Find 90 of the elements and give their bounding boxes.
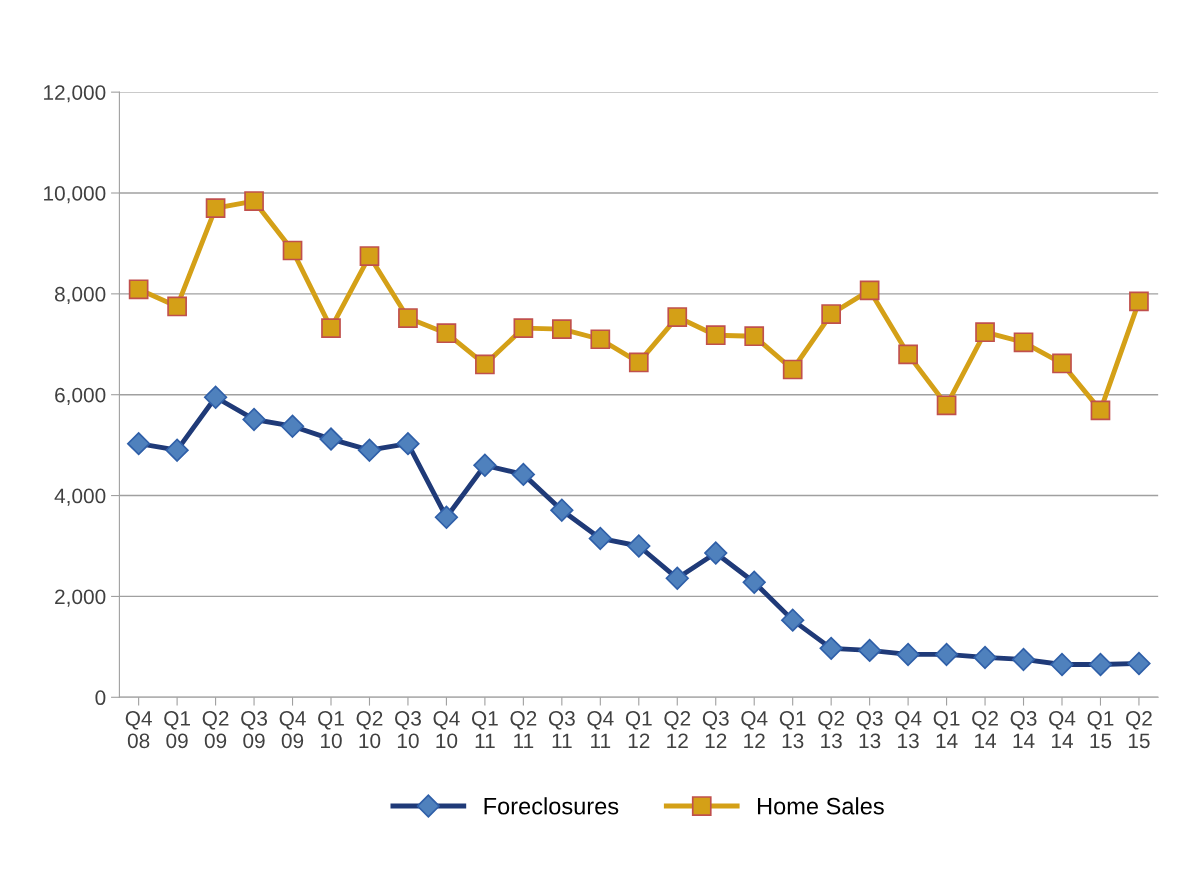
point — [819, 636, 843, 661]
x-tick-label: Q4 11 — [587, 711, 614, 749]
point — [319, 427, 343, 451]
x-tick-label: Q3 13 — [856, 711, 883, 749]
x-tick-label: Q2 13 — [818, 711, 845, 749]
point — [898, 344, 918, 365]
point — [165, 438, 189, 462]
point — [511, 462, 536, 487]
x-tick-label: Q4 10 — [433, 711, 460, 749]
x-tick-label: Q1 12 — [625, 711, 652, 749]
x-tick-label: Q4 13 — [895, 711, 922, 749]
x-tick-label: Q2 14 — [972, 711, 998, 749]
point — [203, 385, 228, 409]
point — [1129, 291, 1149, 312]
x-tick-label: Q4 12 — [741, 711, 768, 749]
x-tick-label: Q2 11 — [510, 711, 537, 749]
y-tick-label: 0 — [95, 690, 106, 706]
point — [551, 319, 572, 340]
point — [280, 414, 305, 438]
x-tick-label: Q2 09 — [202, 711, 229, 749]
x-tick-label: Q1 15 — [1087, 711, 1114, 749]
point — [1052, 353, 1072, 374]
point — [590, 329, 611, 350]
y-tick-label: 4,000 — [54, 488, 106, 506]
y-tick-label: 8,000 — [54, 286, 106, 305]
x-tick-label: Q1 14 — [933, 711, 960, 749]
x-tick-label: Q4 14 — [1049, 711, 1076, 749]
point — [744, 326, 765, 347]
x-tick-label: Q1 13 — [779, 711, 806, 749]
point — [859, 280, 880, 301]
point — [513, 318, 534, 339]
point — [1050, 652, 1074, 677]
point — [434, 505, 459, 529]
point — [857, 638, 882, 663]
x-tick-label: Q2 12 — [664, 711, 691, 749]
point — [205, 198, 226, 218]
x-tick-label: Q3 10 — [395, 711, 421, 749]
y-tick-label: 10,000 — [44, 186, 106, 204]
x-tick-label: Q1 09 — [164, 711, 190, 749]
point — [782, 359, 803, 380]
point — [126, 431, 151, 456]
legend-label: Foreclosures — [484, 797, 619, 815]
point — [1090, 400, 1111, 421]
point — [1011, 647, 1036, 672]
x-tick-label: Q3 11 — [548, 711, 575, 749]
point — [475, 354, 495, 375]
point — [357, 438, 382, 462]
x-tick-label: Q2 15 — [1126, 711, 1152, 749]
point — [667, 307, 688, 327]
point — [821, 304, 842, 324]
x-tick-label: Q4 09 — [279, 711, 306, 749]
y-tick-label: 2,000 — [55, 589, 106, 607]
x-tick-label: Q3 12 — [702, 711, 729, 749]
point — [1013, 332, 1034, 353]
point — [665, 566, 689, 590]
point — [588, 526, 612, 551]
x-tick-label: Q3 14 — [1010, 711, 1037, 749]
x-tick-label: Q1 11 — [471, 711, 498, 749]
point — [628, 352, 649, 373]
point — [550, 498, 574, 522]
point — [1088, 652, 1113, 677]
y-tick-label: 6,000 — [55, 387, 106, 405]
x-tick-label: Q2 10 — [356, 711, 383, 749]
point — [128, 279, 149, 300]
point — [934, 642, 959, 667]
point — [1127, 651, 1151, 676]
point — [781, 608, 805, 632]
point — [398, 308, 418, 328]
y-tick-label: 12,000 — [44, 85, 106, 103]
point — [359, 246, 380, 266]
x-tick-label: Q3 09 — [241, 711, 268, 749]
point — [742, 570, 766, 594]
legend-label: Home Sales — [757, 797, 884, 815]
x-tick-label: Q1 10 — [318, 711, 344, 749]
point — [321, 318, 341, 339]
point — [975, 322, 995, 343]
point — [396, 431, 420, 456]
point — [436, 323, 457, 344]
point — [282, 240, 303, 261]
point — [936, 395, 957, 416]
point — [167, 296, 187, 317]
point — [705, 325, 726, 346]
point — [896, 642, 920, 667]
point — [704, 541, 728, 565]
point — [627, 534, 651, 558]
x-tick-label: Q4 08 — [125, 711, 152, 749]
point — [244, 191, 264, 211]
point — [473, 453, 497, 477]
point — [973, 645, 997, 670]
point — [242, 407, 266, 432]
